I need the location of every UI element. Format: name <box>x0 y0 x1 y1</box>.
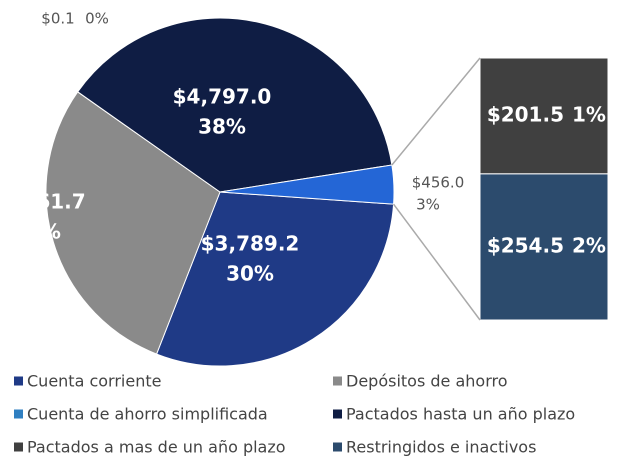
legend-label: Pactados hasta un año plazo <box>346 405 575 424</box>
legend-swatch <box>333 442 342 452</box>
legend-swatch <box>14 442 23 452</box>
legend-label: Restringidos e inactivos <box>346 438 536 457</box>
value-label: $3,789.2 <box>201 232 300 256</box>
legend-swatch <box>14 376 23 386</box>
connector <box>391 57 481 166</box>
legend-label: Depósitos de ahorro <box>346 372 508 391</box>
value-label: $456.0 <box>412 174 465 192</box>
pie-slice <box>219 164 395 205</box>
value-label: $0.1 <box>41 10 74 28</box>
pie-slice <box>77 17 393 193</box>
legend-swatch <box>333 376 342 386</box>
legend-label: Pactados a mas de un año plazo <box>27 438 286 457</box>
percent-label: 3% <box>416 196 440 214</box>
connector <box>392 203 481 321</box>
legend-swatch <box>333 409 342 419</box>
legend-swatch <box>14 409 23 419</box>
legend-label: Cuenta corriente <box>27 372 161 391</box>
percent-label: 0% <box>85 10 109 28</box>
percent-label: 29% <box>13 220 61 244</box>
bar-segment <box>479 57 609 175</box>
percent-label: 1% <box>572 102 606 126</box>
percent-label: 38% <box>198 115 246 139</box>
value-label: $3,661.7 <box>0 190 86 214</box>
percent-label: 30% <box>226 262 274 286</box>
pie-slice <box>155 191 395 367</box>
percent-label: 2% <box>572 233 606 257</box>
value-label: $4,797.0 <box>173 85 272 109</box>
bar-segment <box>479 173 609 321</box>
value-label: $201.5 <box>487 102 564 126</box>
legend-label: Cuenta de ahorro simplificada <box>27 405 268 424</box>
value-label: $254.5 <box>487 233 564 257</box>
pie-slice <box>45 91 221 355</box>
